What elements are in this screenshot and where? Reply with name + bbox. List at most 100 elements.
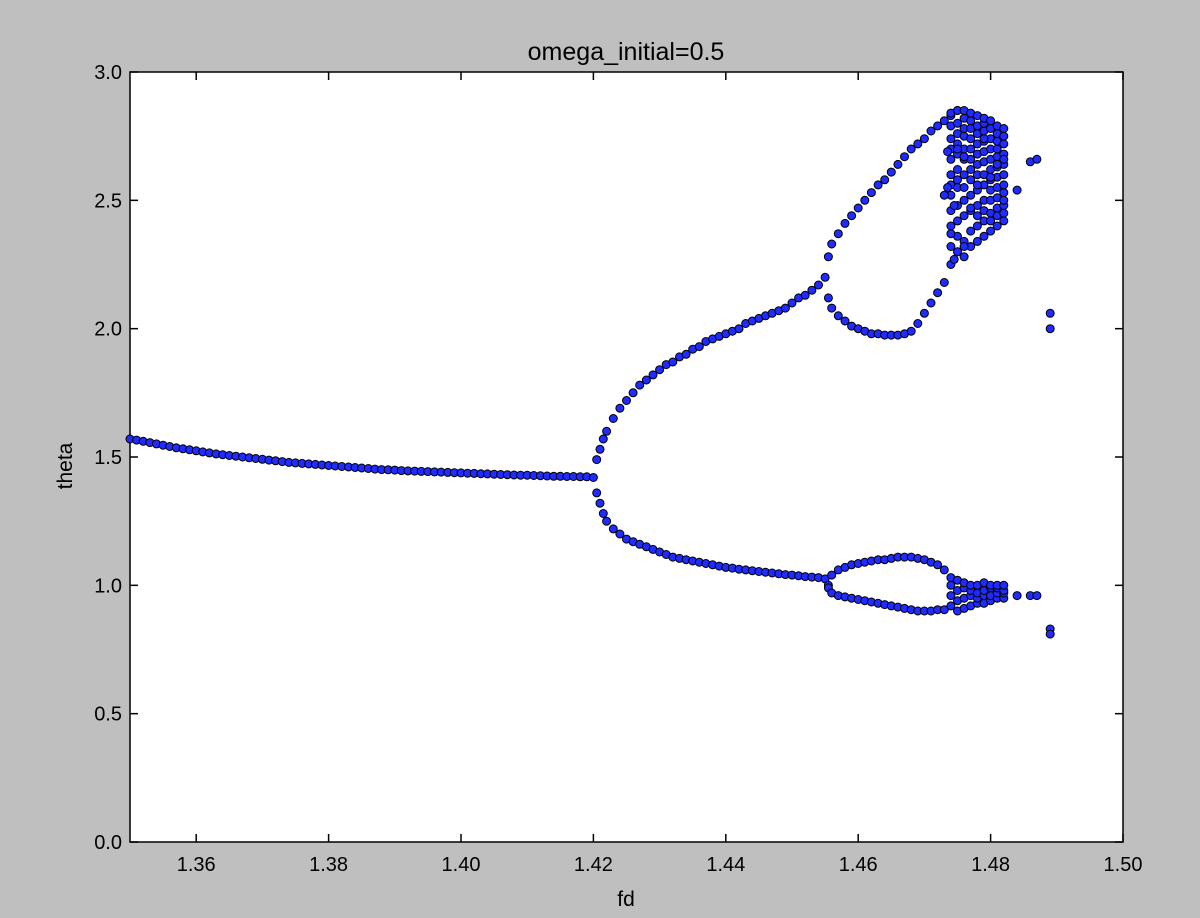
data-point [1032, 591, 1042, 601]
y-tick-label: 0.0 [94, 832, 122, 854]
data-point [999, 180, 1009, 190]
data-point [833, 229, 843, 239]
data-point [814, 280, 823, 290]
data-point [827, 303, 837, 313]
plot-area [129, 71, 1124, 843]
x-tick-label: 1.38 [309, 854, 348, 876]
data-point [992, 159, 1002, 169]
data-point [999, 195, 1009, 205]
data-point [800, 290, 810, 300]
data-point [694, 342, 704, 352]
y-tick-label: 0.5 [94, 704, 122, 726]
data-point [966, 175, 976, 185]
data-point [1045, 308, 1055, 318]
data-point [820, 272, 830, 282]
data-point [1032, 154, 1042, 164]
data-point [866, 188, 876, 198]
data-point [847, 211, 857, 221]
data-point [972, 211, 982, 221]
y-tick-label: 2.5 [94, 190, 122, 212]
data-point [959, 211, 969, 221]
data-point [999, 216, 1009, 226]
data-point [893, 159, 903, 169]
data-point [959, 183, 969, 192]
data-point [840, 316, 850, 326]
data-point [953, 216, 962, 226]
data-point [943, 147, 953, 157]
data-point [943, 183, 953, 192]
data-point [681, 349, 691, 359]
data-point [949, 201, 959, 210]
data-point [608, 414, 618, 423]
data-point [919, 134, 929, 144]
data-point [823, 293, 833, 303]
x-tick-label: 1.50 [1104, 854, 1143, 876]
data-point [648, 370, 658, 380]
y-tick-label: 3.0 [94, 62, 122, 84]
data-point [946, 242, 956, 251]
data-point [933, 288, 943, 298]
data-point [880, 175, 890, 185]
data-point [966, 134, 976, 144]
data-point [1045, 629, 1055, 639]
y-tick-label: 1.0 [94, 575, 122, 597]
data-point [939, 190, 949, 200]
data-point [999, 124, 1009, 133]
data-point [999, 139, 1009, 149]
data-point [598, 509, 608, 518]
data-point [807, 285, 817, 295]
data-point [1012, 591, 1022, 601]
data-point [992, 221, 1002, 231]
y-axis-label: theta [54, 442, 77, 489]
data-point [949, 254, 959, 264]
data-point [959, 152, 969, 162]
data-point [939, 565, 949, 575]
data-point [595, 498, 605, 508]
data-point [966, 116, 976, 126]
data-point [823, 252, 833, 262]
data-point [966, 165, 976, 174]
data-point [913, 139, 923, 149]
x-ticks: 1.36 1.38 1.40 1.42 1.44 1.46 1.48 1.50 [177, 72, 1143, 876]
data-point [602, 516, 612, 526]
data-point [926, 126, 936, 136]
data-point [966, 144, 976, 154]
data-point [853, 203, 863, 213]
data-point [592, 488, 602, 498]
data-point [966, 203, 976, 213]
x-tick-label: 1.48 [971, 854, 1010, 876]
x-tick-label: 1.46 [839, 854, 878, 876]
data-point [966, 190, 976, 200]
data-point [959, 195, 969, 205]
data-point [953, 118, 962, 128]
data-point [946, 591, 956, 601]
data-point [999, 154, 1009, 164]
data-point [827, 570, 837, 580]
x-tick-label: 1.40 [442, 854, 481, 876]
data-point [999, 131, 1009, 141]
data-point [592, 455, 602, 465]
data-point [615, 403, 625, 413]
data-point [972, 236, 982, 246]
data-point [641, 375, 651, 385]
x-tick-label: 1.44 [706, 854, 745, 876]
data-point [780, 303, 790, 313]
y-tick-label: 1.5 [94, 447, 122, 469]
data-point [986, 172, 996, 182]
y-ticks: 0.0 0.5 1.0 1.5 2.0 2.5 3.0 [94, 62, 1123, 854]
data-point [972, 221, 982, 231]
data-point [999, 188, 1009, 198]
data-point [999, 580, 1009, 590]
data-point [933, 560, 943, 570]
data-point [635, 380, 645, 390]
y-tick-label: 2.0 [94, 319, 122, 341]
x-tick-label: 1.42 [574, 854, 613, 876]
data-markers [125, 106, 1055, 639]
data-point [959, 242, 969, 251]
data-point [979, 134, 989, 144]
data-point [959, 170, 969, 180]
data-point [939, 116, 949, 126]
data-point [608, 524, 618, 534]
